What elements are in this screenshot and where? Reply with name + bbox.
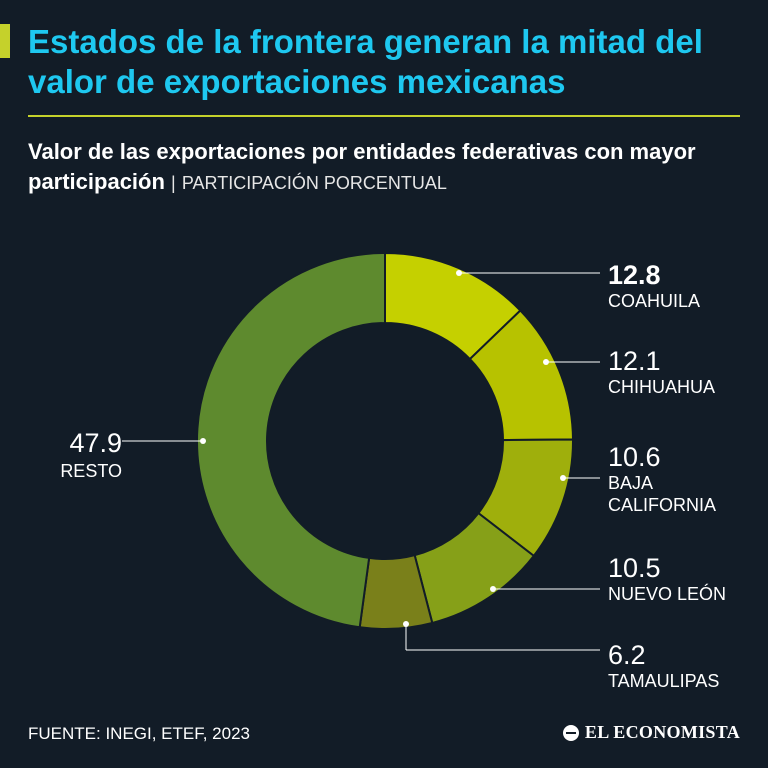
leader-dot-baja-california [560, 475, 566, 481]
data-label-value-resto: 47.9 [69, 428, 122, 458]
leader-dot-coahuila [456, 270, 462, 276]
data-label-value-coahuila: 12.8 [608, 260, 661, 290]
data-label-name-chihuahua: CHIHUAHUA [608, 377, 715, 397]
chart-subtitle: Valor de las exportaciones por entidades… [28, 137, 748, 198]
brand-icon [562, 724, 579, 741]
leader-dot-tamaulipas [403, 621, 409, 627]
data-label-value-chihuahua: 12.1 [608, 346, 661, 376]
slice-label-resto: 47.9 RESTO [60, 428, 206, 481]
subtitle-separator: | [171, 173, 176, 193]
data-label-value-nuevo-leon: 10.5 [608, 553, 661, 583]
title-divider [28, 115, 740, 117]
brand-logo: EL ECONOMISTA [562, 722, 740, 743]
data-label-name-tamaulipas: TAMAULIPAS [608, 671, 719, 691]
data-label-name-resto: RESTO [60, 461, 122, 481]
unit-label: PARTICIPACIÓN PORCENTUAL [181, 173, 447, 193]
donut-slice-resto [196, 251, 386, 629]
brand-name: EL ECONOMISTA [584, 722, 740, 742]
page-title: Estados de la frontera generan la mitad … [28, 23, 703, 100]
leader-dot-chihuahua [543, 359, 549, 365]
data-label-name-baja-california: CALIFORNIA [608, 495, 716, 515]
title-accent-bar [0, 24, 10, 58]
data-label-name-coahuila: COAHUILA [608, 291, 700, 311]
data-label-name-baja-california: BAJA [608, 473, 653, 493]
leader-dot-nuevo-leon [490, 586, 496, 592]
leader-dot-resto [200, 438, 206, 444]
chart-subtitle-text: Valor de las exportaciones por entidades… [28, 139, 696, 194]
source-note: FUENTE: INEGI, ETEF, 2023 [28, 724, 251, 743]
data-label-value-baja-california: 10.6 [608, 442, 661, 472]
data-label-name-nuevo-leon: NUEVO LEÓN [608, 583, 726, 604]
data-label-value-tamaulipas: 6.2 [608, 640, 646, 670]
